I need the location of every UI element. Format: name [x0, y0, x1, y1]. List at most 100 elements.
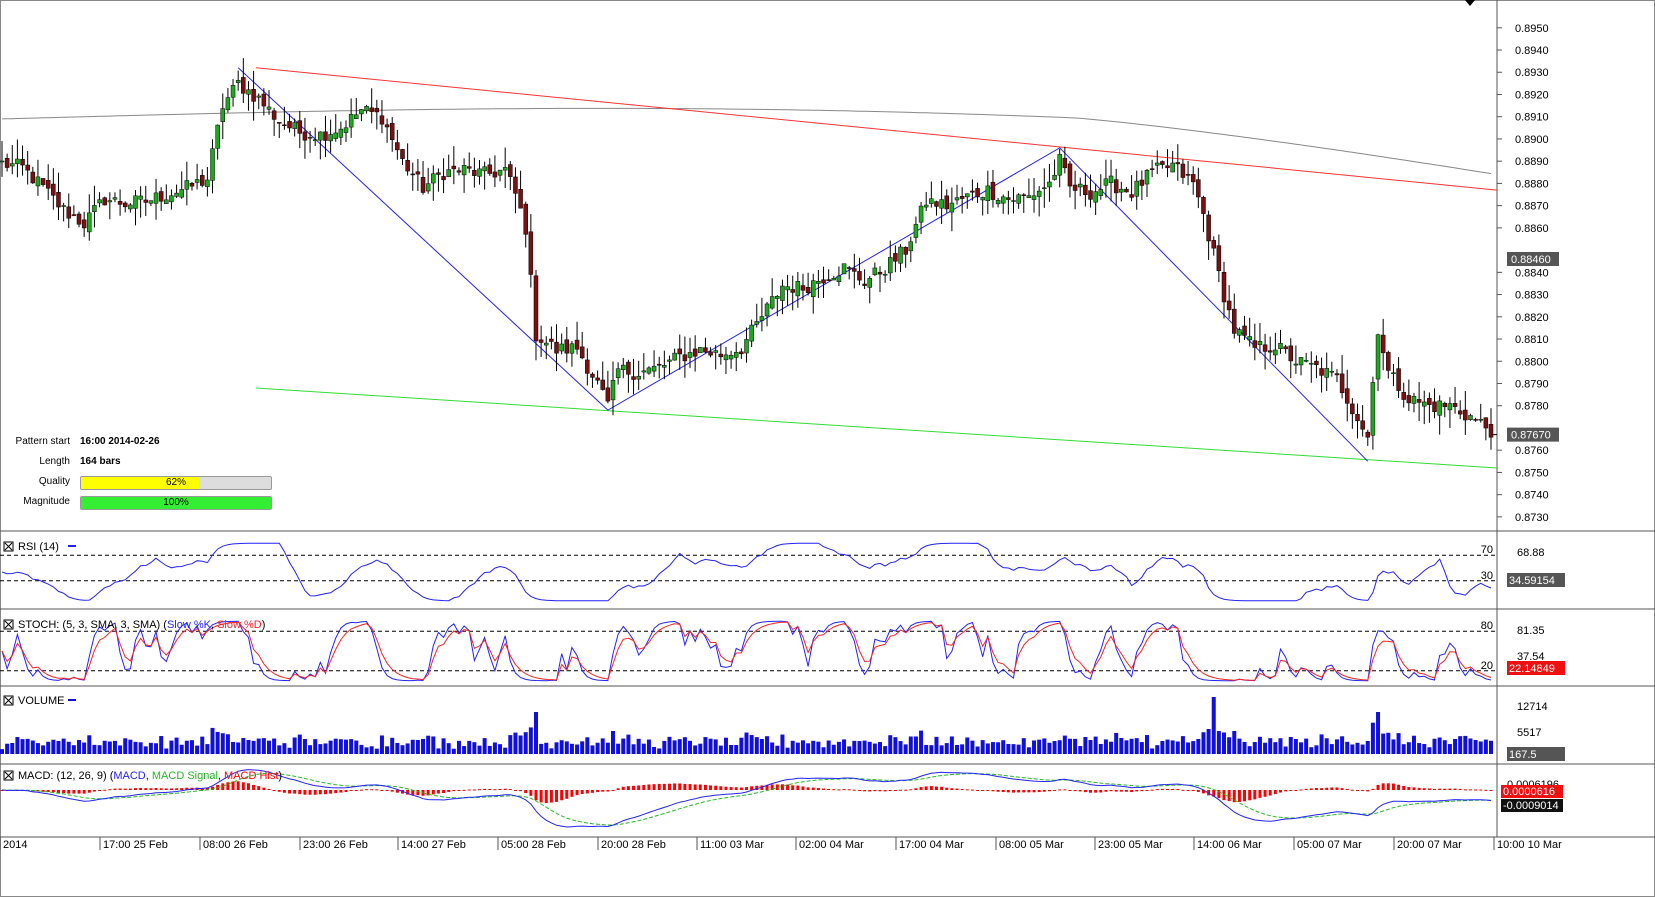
- volume-title: VOLUME: [18, 695, 64, 707]
- macd-hist-bar: [149, 788, 153, 790]
- candle-body: [1483, 417, 1489, 429]
- volume-bar: [1468, 738, 1473, 754]
- macd-hist-bar: [765, 784, 769, 790]
- volume-bar: [759, 739, 764, 754]
- macd-hist-bar: [1340, 788, 1344, 790]
- volume-bar: [780, 734, 785, 754]
- volume-bar: [564, 741, 569, 754]
- macd-hist-bar: [365, 789, 369, 791]
- volume-bar: [1078, 746, 1083, 754]
- candle-body: [939, 199, 944, 209]
- macd-hist-bar: [51, 790, 55, 793]
- volume-bar: [1170, 740, 1175, 754]
- length-value: 164 bars: [80, 456, 121, 467]
- volume-bar: [1401, 744, 1406, 754]
- volume-last-value: 167.5: [1509, 749, 1537, 761]
- candle-body: [1185, 174, 1191, 176]
- candle-body: [877, 271, 883, 275]
- macd-hist-bar: [436, 790, 440, 794]
- candle-body: [538, 339, 544, 343]
- volume-bar: [554, 742, 559, 754]
- macd-hist-bar: [806, 787, 810, 790]
- candle-body: [1344, 388, 1350, 404]
- candle-body: [810, 280, 816, 298]
- macd-line: [1, 769, 1492, 828]
- volume-bar: [359, 744, 364, 754]
- macd-hist-bar: [863, 790, 867, 792]
- candle-body: [1329, 370, 1335, 373]
- candle-body: [189, 183, 195, 187]
- candle-body: [35, 176, 41, 187]
- rsi-last-value-badge: [1507, 573, 1565, 587]
- macd-hist-bar: [354, 790, 358, 791]
- volume-bar: [1365, 740, 1370, 754]
- volume-bar: [179, 744, 184, 754]
- macd-hist-bar: [539, 790, 543, 803]
- volume-bar: [616, 743, 621, 754]
- candle-body: [1201, 197, 1206, 214]
- price-tick-label: 0.8880: [1515, 178, 1549, 190]
- volume-bar: [544, 742, 549, 754]
- macd-hist-bar: [801, 786, 805, 790]
- candles: [0, 58, 1494, 450]
- macd-hist-bar: [688, 784, 692, 790]
- time-axis-label: 10:00 10 Mar: [1497, 839, 1562, 851]
- moving-average-line: [1, 107, 1492, 175]
- volume-bar: [87, 735, 92, 754]
- volume-bar: [672, 740, 677, 754]
- volume-bar: [123, 738, 128, 754]
- candle-body: [1237, 329, 1242, 336]
- volume-bar: [1283, 746, 1288, 754]
- volume-bar: [441, 738, 446, 754]
- volume-bar: [605, 742, 610, 754]
- candle-body: [45, 180, 51, 189]
- macd-hist-bar: [1114, 790, 1118, 792]
- volume-bar: [282, 743, 287, 754]
- stoch-title: STOCH: (5, 3, SMA, 3, SMA) (Slow %K, Slo…: [18, 619, 265, 631]
- macd-hist-bar: [544, 790, 548, 804]
- volume-bar: [1057, 740, 1062, 754]
- volume-bar: [56, 740, 61, 754]
- macd-hist-bar: [750, 786, 754, 790]
- macd-hist-bar: [87, 790, 91, 793]
- macd-hist-bar: [185, 787, 189, 790]
- macd-hist-bar: [467, 789, 471, 791]
- candle-body: [518, 189, 523, 209]
- volume-bar: [379, 735, 384, 754]
- volume-bar: [148, 742, 153, 754]
- volume-bar: [451, 748, 456, 754]
- macd-hist-bar: [1361, 790, 1365, 791]
- macd-hist-bar: [411, 790, 415, 796]
- time-axis-label: 08:00 26 Feb: [203, 839, 268, 851]
- pattern-start-label: Pattern start: [15, 436, 70, 447]
- macd-hist-bar: [1176, 789, 1180, 791]
- candle-body: [1129, 194, 1134, 198]
- macd-hist-bar: [827, 788, 831, 790]
- volume-bar: [41, 745, 46, 754]
- candle-body: [1093, 191, 1098, 203]
- panel-close-icon-cross: [4, 542, 13, 551]
- candle-body: [292, 122, 297, 129]
- macd-hist-bar: [519, 790, 523, 792]
- volume-bar: [1144, 735, 1149, 754]
- candle-body: [656, 363, 662, 366]
- candle-body: [1196, 179, 1201, 198]
- volume-bar: [313, 739, 318, 754]
- macd-hist-bar: [426, 790, 430, 796]
- macd-hist-bar: [293, 790, 297, 794]
- candle-body: [1278, 342, 1283, 350]
- candle-body: [1180, 163, 1186, 178]
- volume-bar: [949, 736, 954, 754]
- macd-hist-bar: [1345, 788, 1349, 790]
- candle-body: [585, 359, 590, 374]
- candle-body: [800, 285, 806, 291]
- macd-hist-bar: [1391, 783, 1395, 790]
- candle-body: [1406, 395, 1412, 404]
- candle-body: [92, 205, 97, 212]
- candle-body: [1432, 401, 1437, 412]
- volume-bar: [1098, 743, 1103, 754]
- macd-hist-bar: [1237, 790, 1241, 802]
- macd-hist-bar: [288, 790, 292, 794]
- macd-hist-bar: [919, 786, 923, 790]
- volume-bar: [251, 740, 256, 754]
